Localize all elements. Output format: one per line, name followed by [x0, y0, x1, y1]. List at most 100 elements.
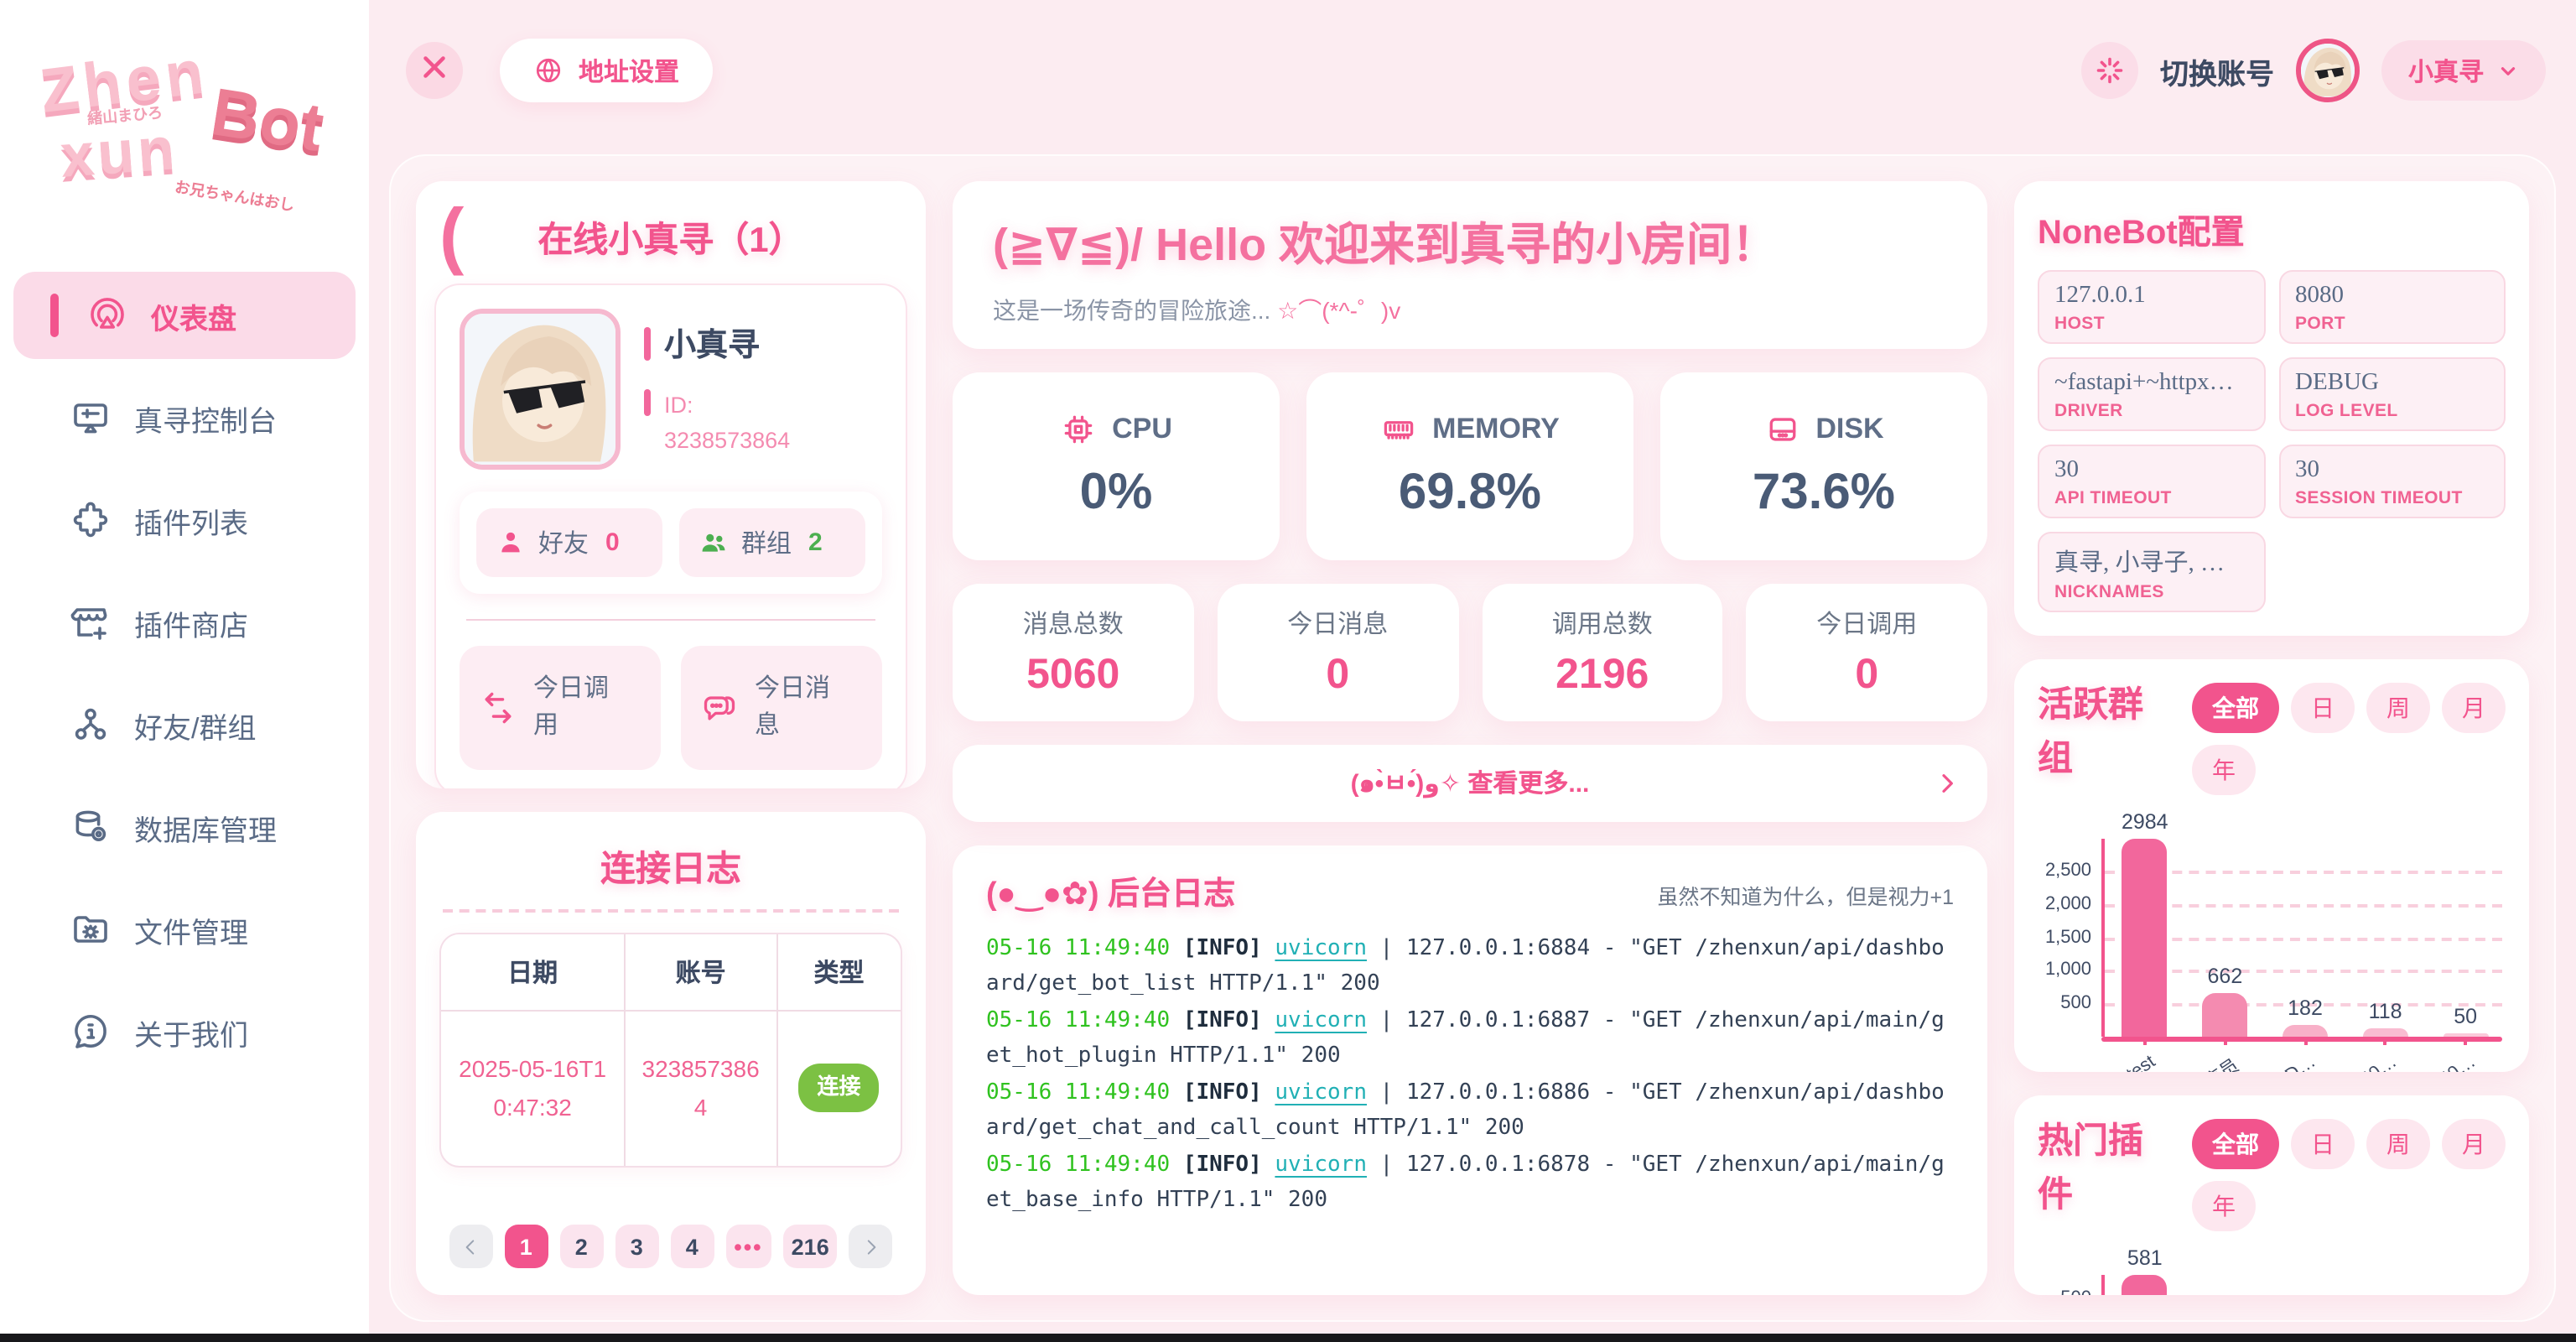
dashboard-icon	[70, 295, 127, 336]
account-dropdown[interactable]: 小真寻	[2381, 40, 2546, 101]
system-card-head: CPU	[1060, 411, 1172, 448]
page-button-2[interactable]: 2	[559, 1225, 604, 1268]
sidebar-item-数据库管理[interactable]: 数据库管理	[13, 783, 356, 871]
bar-476240…	[2443, 1033, 2489, 1037]
x-axis-line	[2101, 1037, 2502, 1042]
nonebot-config-title: NoneBot配置	[2038, 215, 2245, 252]
backend-log-hint: 虽然不知道为什么，但是视力+1	[1657, 886, 1954, 909]
bar-value-label: 118	[2368, 1000, 2402, 1024]
sidebar-item-label: 关于我们	[134, 1019, 248, 1051]
person-icon	[496, 528, 525, 557]
online-bot-title: 在线小真寻（1）	[538, 221, 804, 260]
sidebar-item-插件商店[interactable]: 插件商店	[13, 579, 356, 666]
filter-pill-月[interactable]: 月	[2442, 683, 2506, 733]
sidebar-item-仪表盘[interactable]: 仪表盘	[13, 272, 356, 359]
page-button-216[interactable]: 216	[782, 1225, 838, 1268]
prev-page-button[interactable]	[449, 1225, 493, 1268]
uvicorn-link[interactable]: uvicorn	[1275, 936, 1367, 961]
stat-value: 0	[1326, 651, 1350, 698]
system-value: 73.6%	[1752, 465, 1896, 520]
page-button-•••[interactable]: •••	[725, 1225, 771, 1268]
stat-label: 今日消息	[1287, 611, 1389, 639]
filter-pill-月[interactable]: 月	[2442, 1119, 2506, 1169]
uvicorn-link[interactable]: uvicorn	[1275, 1007, 1367, 1033]
sidebar-item-好友/群组[interactable]: 好友/群组	[13, 681, 356, 768]
friend-group-panel: 好友 0 群组 2	[460, 492, 882, 594]
y-tick-label: 2,000	[2044, 893, 2091, 914]
config-field-port: 8080 PORT	[2278, 270, 2506, 344]
system-value: 0%	[1079, 465, 1153, 520]
gridline	[2105, 871, 2502, 875]
bot-avatar	[460, 309, 621, 470]
uvicorn-link[interactable]: uvicorn	[1275, 1079, 1367, 1105]
page-button-4[interactable]: 4	[670, 1225, 714, 1268]
info-bubble-icon	[70, 1012, 111, 1052]
sidebar-item-关于我们[interactable]: 关于我们	[13, 988, 356, 1075]
id-accent-bar	[644, 389, 651, 417]
config-value: 30	[2054, 456, 2079, 483]
filter-pill-日[interactable]: 日	[2291, 1119, 2355, 1169]
globe-icon	[533, 55, 564, 86]
disk-icon	[1763, 411, 1800, 448]
filter-pill-年[interactable]: 年	[2192, 1181, 2256, 1231]
chevron-right-icon	[1934, 770, 1961, 797]
switch-account-label: 切换账号	[2159, 58, 2274, 90]
sidebar-item-文件管理[interactable]: 文件管理	[13, 886, 356, 973]
connect-log-card: 连接日志 日期 账号 类型 2025-05-16T10:47:32 323857386…	[416, 812, 926, 1295]
welcome-title: (≧∇≦)/ Hello 欢迎来到真寻的小房间！	[993, 220, 1778, 270]
decorative-bracket: (	[439, 195, 465, 277]
stat-card: 调用总数 2196	[1482, 584, 1723, 721]
refresh-sparkle-button[interactable]	[2080, 42, 2138, 99]
account-avatar[interactable]	[2295, 39, 2360, 102]
log-entry: 05-16 11:49:40 [INFO] uvicorn | 127.0.0.…	[986, 1152, 1945, 1214]
cpu-icon	[1060, 411, 1097, 448]
chart-plot: 2,500 2,000 1,500 1,000 500 2984 test 662 笨蛋程序员 1…	[2038, 810, 2506, 1072]
config-value: ~fastapi+~httpx…	[2054, 369, 2234, 396]
dashed-divider	[443, 909, 899, 913]
sidebar-item-真寻控制台[interactable]: 真寻控制台	[13, 374, 356, 461]
table-header: 账号	[624, 934, 776, 1012]
page-button-3[interactable]: 3	[615, 1225, 659, 1268]
filter-pill-全部[interactable]: 全部	[2192, 1119, 2279, 1169]
system-card-memory: MEMORY 69.8%	[1306, 372, 1633, 560]
filter-pill-周[interactable]: 周	[2366, 1119, 2430, 1169]
x-axis-label: C1898D…	[2237, 1052, 2320, 1072]
stat-value: 5060	[1026, 651, 1120, 698]
chevron-left-icon	[460, 1235, 481, 1257]
view-more-label: (๑•̀ㅂ•́)و✧ 查看更多...	[1350, 770, 1590, 798]
bar-value-label: 50	[2454, 1005, 2478, 1028]
bottom-scrollbar[interactable]	[0, 1334, 2576, 1342]
people-icon	[699, 528, 728, 557]
chart-header: 热门插件 全部日周月年	[2038, 1116, 2506, 1231]
welcome-subtitle: 这是一场传奇的冒险旅途... ☆⌒(*^-゜)v	[993, 297, 1401, 324]
config-field-api-timeout: 30 API TIMEOUT	[2038, 445, 2265, 518]
address-settings-button[interactable]: 地址设置	[500, 39, 714, 102]
chart-plot: 500400300200100581BYM_AI328商店239PIX210签到…	[2038, 1246, 2506, 1295]
bar-笨蛋程序员	[2202, 992, 2248, 1037]
filter-pill-周[interactable]: 周	[2366, 683, 2430, 733]
config-label: PORT	[2295, 314, 2345, 334]
gridline	[2105, 903, 2502, 908]
swap-arrows-icon	[480, 689, 517, 726]
memory-icon	[1380, 411, 1417, 448]
config-value: DEBUG	[2295, 369, 2379, 396]
y-tick-label: 500	[2060, 993, 2091, 1014]
stat-card: 消息总数 5060	[953, 584, 1194, 721]
filter-pill-全部[interactable]: 全部	[2192, 683, 2279, 733]
backend-log-body[interactable]: 05-16 11:49:40 [INFO] uvicorn | 127.0.0.…	[986, 931, 1954, 1219]
page-button-1[interactable]: 1	[504, 1225, 548, 1268]
config-field-session-timeout: 30 SESSION TIMEOUT	[2278, 445, 2506, 518]
close-button[interactable]	[406, 42, 463, 99]
config-field-nicknames: 真寻, 小寻子, … NICKNAMES	[2038, 532, 2265, 612]
sidebar-item-label: 插件商店	[134, 610, 248, 642]
system-label: CPU	[1112, 413, 1172, 445]
friends-label: 好友	[538, 530, 589, 559]
content-panel: ( 在线小真寻（1） 小真寻 ID: 3238573864	[389, 154, 2556, 1322]
view-more-button[interactable]: (๑•̀ㅂ•́)و✧ 查看更多...	[953, 745, 1987, 822]
next-page-button[interactable]	[849, 1225, 893, 1268]
filter-pill-年[interactable]: 年	[2192, 745, 2256, 795]
filter-pill-日[interactable]: 日	[2291, 683, 2355, 733]
config-value: 真寻, 小寻子, …	[2054, 550, 2225, 577]
sidebar-item-插件列表[interactable]: 插件列表	[13, 476, 356, 564]
uvicorn-link[interactable]: uvicorn	[1275, 1152, 1367, 1178]
